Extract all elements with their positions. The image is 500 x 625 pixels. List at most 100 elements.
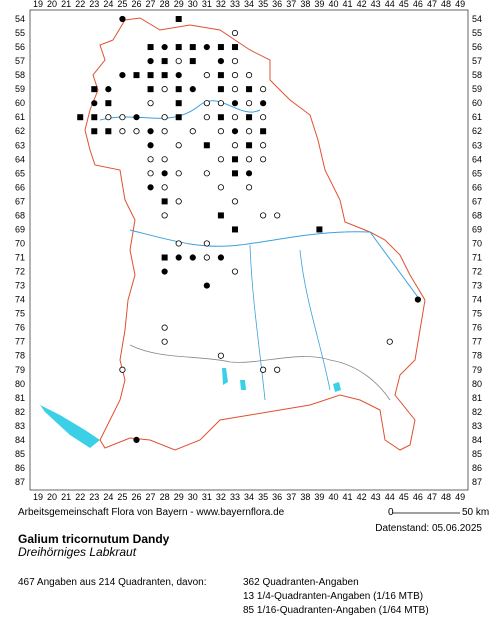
row-label: 54 [472,14,482,24]
row-label: 77 [15,337,25,347]
column-label: 22 [75,492,85,502]
marker-square [175,114,182,121]
column-label: 28 [160,492,170,502]
row-label: 57 [472,56,482,66]
row-label: 55 [472,28,482,38]
row-label: 74 [15,295,25,305]
marker-open [231,198,239,205]
column-label: 34 [244,492,254,502]
row-label: 87 [472,477,482,487]
marker-open [231,268,239,275]
occurrence-markers [77,15,421,443]
marker-square [189,58,196,65]
row-label: 73 [472,281,482,291]
marker-open [161,338,168,345]
row-label: 56 [472,42,482,52]
marker-filled [175,254,182,261]
marker-open [217,184,225,191]
marker-filled [203,43,210,51]
column-label: 28 [160,0,170,9]
row-label: 69 [472,224,482,234]
row-label: 81 [472,393,482,403]
marker-filled [189,254,196,261]
marker-square [246,114,253,121]
row-label: 61 [15,112,25,122]
column-label: 37 [286,0,296,9]
marker-open [175,142,182,149]
column-label: 42 [357,0,367,9]
state-border [84,17,426,451]
marker-open [175,240,182,247]
marker-open [231,142,239,149]
row-label: 59 [15,84,25,94]
marker-square [260,128,267,135]
row-label: 56 [15,42,25,52]
marker-open [245,72,253,79]
river-danube [129,229,421,301]
region-border [129,344,391,401]
marker-square [203,142,210,149]
marker-filled [133,436,140,443]
column-label: 37 [286,492,296,502]
marker-square [161,72,168,79]
stats-line: 362 Quadranten-Angaben [243,577,359,588]
column-label: 39 [314,492,324,502]
column-label: 45 [399,0,409,9]
marker-open [217,156,225,163]
marker-filled [161,43,168,51]
marker-open [175,198,182,205]
column-label: 48 [441,0,451,9]
row-label: 84 [472,435,482,445]
row-label: 83 [15,421,25,431]
row-label: 61 [472,112,482,122]
marker-open [161,184,168,191]
marker-square [231,226,238,233]
marker-square [175,86,182,93]
marker-open [147,156,154,163]
marker-square [231,170,238,177]
row-label: 85 [15,449,25,459]
column-label: 20 [47,492,57,502]
row-label: 70 [472,238,482,248]
marker-filled [91,100,98,107]
marker-open [260,156,267,163]
stats-summary: 467 Angaben aus 214 Quadranten, davon: [18,577,207,588]
row-label: 79 [472,365,482,375]
row-label: 82 [472,407,482,417]
marker-square [161,198,168,205]
row-label: 65 [472,168,482,178]
scale-end: 50 km [462,507,489,518]
column-label: 26 [131,492,141,502]
stats-line: 13 1/4-Quadranten-Angaben (1/16 MTB) [243,591,423,602]
column-label: 27 [146,0,156,9]
column-label: 39 [314,0,324,9]
column-label: 44 [385,0,395,9]
column-label: 43 [371,0,381,9]
marker-open [119,114,126,121]
marker-square [189,44,196,51]
marker-filled [133,114,140,121]
row-label: 86 [472,463,482,473]
row-label: 69 [15,224,25,234]
row-label: 67 [15,196,25,206]
marker-square [77,114,84,121]
marker-square [175,16,182,22]
row-label: 78 [472,351,482,361]
marker-square [217,86,224,93]
marker-open [203,72,210,79]
marker-open [203,254,210,261]
marker-square [91,114,98,121]
marker-filled [119,15,126,23]
marker-filled [161,268,168,275]
column-label: 46 [413,492,423,502]
row-label: 83 [472,421,482,431]
column-label: 23 [89,492,99,502]
column-label: 47 [427,492,437,502]
marker-square [147,86,154,93]
column-label: 27 [146,492,156,502]
row-label: 57 [15,56,25,66]
row-label: 87 [15,477,25,487]
row-label: 54 [15,14,25,24]
row-label: 63 [15,140,25,150]
column-label: 33 [230,492,240,502]
